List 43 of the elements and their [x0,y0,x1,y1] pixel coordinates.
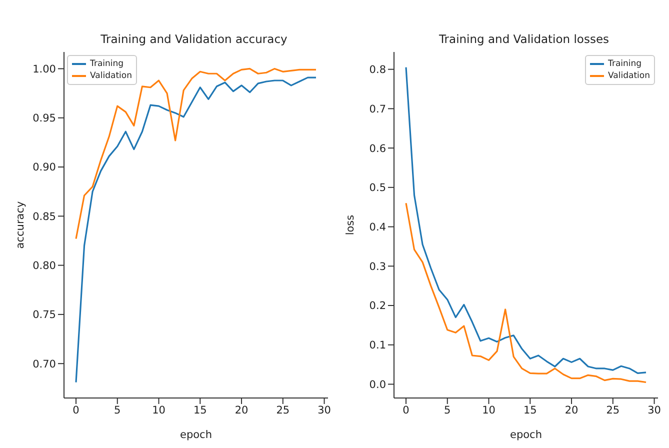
y-tick-label: 0.5 [369,182,386,194]
legend-label: Validation [608,70,650,82]
y-tick-label: 0.95 [32,112,56,125]
line-series [75,68,317,240]
y-tick-label: 1.00 [32,63,56,76]
x-tick-label: 25 [276,404,290,416]
y-tick-label: 0.6 [369,142,386,155]
y-tick-label: 0.7 [369,103,386,116]
x-axis-title: epoch [510,429,542,441]
x-tick-label: 10 [152,404,166,416]
legend-label: Validation [90,70,132,82]
x-tick-label: 30 [648,404,661,416]
y-tick-label: 0.70 [32,358,56,370]
line-series [75,76,317,384]
x-tick-label: 25 [606,404,620,416]
y-tick-label: 0.80 [32,260,56,272]
y-tick-label: 0.4 [369,222,386,234]
x-tick-label: 0 [72,404,80,416]
x-tick-label: 0 [402,404,410,416]
x-tick-label: 5 [114,404,121,416]
y-tick-label: 0.2 [369,300,386,312]
x-axis-title: epoch [180,429,212,441]
legend-label: Training [608,58,642,70]
x-tick-label: 20 [234,404,248,416]
chart-title: Training and Validation accuracy [100,32,288,46]
x-tick-label: 15 [523,404,537,416]
y-axis-title: accuracy [14,201,27,249]
y-tick-label: 0.90 [32,162,56,174]
x-tick-label: 15 [193,404,207,416]
y-axis-title: loss [344,214,357,236]
y-tick-label: 0.3 [369,260,386,273]
x-tick-label: 20 [564,404,578,416]
x-tick-label: 5 [444,404,451,416]
y-tick-label: 0.0 [369,378,386,391]
y-tick-label: 0.1 [369,340,386,352]
chart-title: Training and Validation losses [438,32,610,46]
legend-label: Training [90,58,124,70]
y-tick-label: 0.75 [32,309,56,322]
x-tick-label: 30 [318,404,331,416]
y-tick-label: 0.85 [32,210,56,223]
line-series [405,202,647,384]
x-tick-label: 10 [482,404,496,416]
y-tick-label: 0.8 [369,64,386,76]
